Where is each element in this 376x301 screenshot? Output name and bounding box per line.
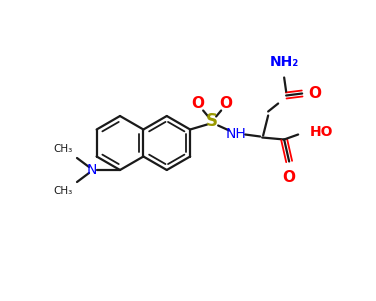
Text: O: O [308,86,321,101]
Text: NH: NH [226,126,247,141]
Text: CH₃: CH₃ [54,144,73,154]
Text: S: S [206,113,218,131]
Text: CH₃: CH₃ [54,186,73,196]
Text: N: N [87,163,97,177]
Text: O: O [283,169,296,185]
Text: O: O [220,96,233,111]
Text: O: O [192,96,205,111]
Text: NH₂: NH₂ [270,55,299,70]
Text: HO: HO [310,125,334,138]
